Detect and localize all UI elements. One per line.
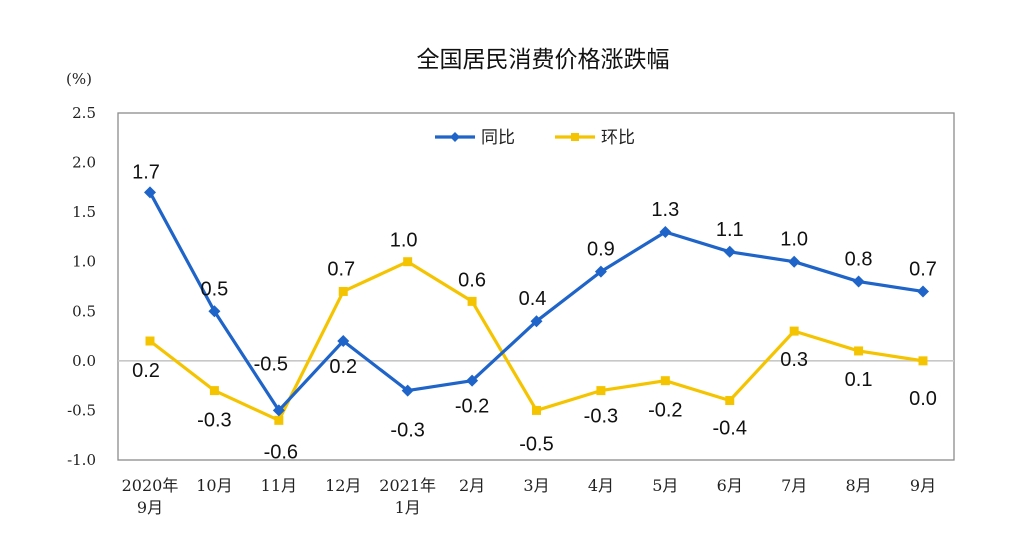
data-label: 0.7 [327,258,355,280]
data-point [274,415,284,425]
data-point [596,386,606,396]
data-point [789,326,799,336]
x-tick-label: 6月 [717,476,743,495]
data-label: 0.4 [519,288,547,310]
data-label: 1.0 [390,230,418,252]
data-label: 0.7 [909,258,937,280]
data-point [723,245,736,258]
data-label: 0.3 [780,349,808,371]
series-layer [144,186,929,425]
data-label: 0.2 [329,356,357,378]
data-label: -0.4 [713,418,747,440]
data-point [918,356,928,366]
y-tick-label: 0.0 [72,352,96,370]
data-point [209,386,219,396]
x-tick-label: 10月 [196,476,232,495]
legend: 同比 环比 [435,128,635,148]
data-point [659,225,672,238]
series-line-1 [149,260,924,422]
y-tick-label: 1.5 [72,203,96,221]
y-tick-label: -1.0 [67,451,96,469]
data-label: 0.1 [845,369,873,391]
x-tick-label: 7月 [781,476,807,495]
x-tick-label: 11月 [261,476,297,495]
data-point [272,404,285,417]
data-label: 1.1 [716,219,744,241]
data-label: -0.2 [455,396,489,418]
data-point [466,374,479,387]
data-label: -0.5 [254,353,288,375]
x-tick-label: 2020年 9月 [122,476,179,517]
x-tick-label: 8月 [845,476,871,495]
x-tick-label: 3月 [523,476,549,495]
x-tick-label: 2021年 1月 [379,476,436,517]
data-point [144,186,156,199]
data-point [401,384,414,397]
data-point [917,285,929,298]
data-point [660,376,670,386]
y-tick-label: 2.0 [72,154,96,172]
data-point [594,265,607,278]
y-tick-label: 0.5 [72,302,96,320]
y-unit-label: (%) [66,70,92,88]
legend-marker [450,132,460,142]
data-point [145,336,155,346]
data-point [788,255,801,268]
data-label: 1.0 [780,229,808,251]
x-tick-label: 2月 [459,476,485,495]
data-label: -0.5 [519,433,553,455]
legend-label: 同比 [481,128,515,148]
data-point [338,286,348,296]
data-point [337,335,350,348]
data-point [532,405,541,415]
y-axis-ticks: 2.5 2.0 1.5 1.0 0.5 0.0 -0.5 -1.0 [67,104,96,469]
data-label: -0.3 [197,410,231,432]
data-label: -0.2 [648,400,682,422]
x-tick-label: 5月 [652,476,678,495]
legend-marker [571,133,579,141]
data-point [467,296,477,306]
x-axis-ticks: 2020年 9月 10月 11月 12月 2021年 1月 2月 3月 4月 5月 6月 7月 8月 9月 [122,476,936,517]
x-tick-label: 9月 [910,476,936,495]
data-label: 0.0 [909,388,937,410]
data-point [725,396,735,406]
data-label: -0.6 [264,441,298,463]
y-tick-label: 1.0 [72,253,96,271]
data-labels-layer: 1.7 0.5 -0.5 0.2 -0.3 -0.2 0.4 0.9 1.3 1.1 1.0 0.8 0… [132,161,937,463]
data-label: 0.6 [458,269,486,291]
data-label: 0.5 [201,278,229,300]
data-point [854,346,864,356]
data-label: 1.3 [651,199,679,221]
data-label: 0.2 [132,360,160,382]
legend-label: 环比 [601,128,635,148]
data-label: 0.9 [587,239,615,261]
chart-title: 全国居民消费价格涨跌幅 [417,47,670,73]
y-tick-label: -0.5 [67,401,96,419]
x-tick-label: 12月 [325,476,361,495]
data-point [530,315,543,328]
data-point [852,275,865,288]
plot-frame [117,112,955,461]
data-point [208,305,221,318]
y-tick-label: 2.5 [72,104,96,122]
data-label: 0.8 [845,249,873,271]
x-tick-label: 4月 [588,476,614,495]
data-point [403,257,413,267]
data-label: -0.3 [584,406,618,428]
data-label: 1.7 [132,161,160,183]
data-label: -0.3 [390,420,424,442]
